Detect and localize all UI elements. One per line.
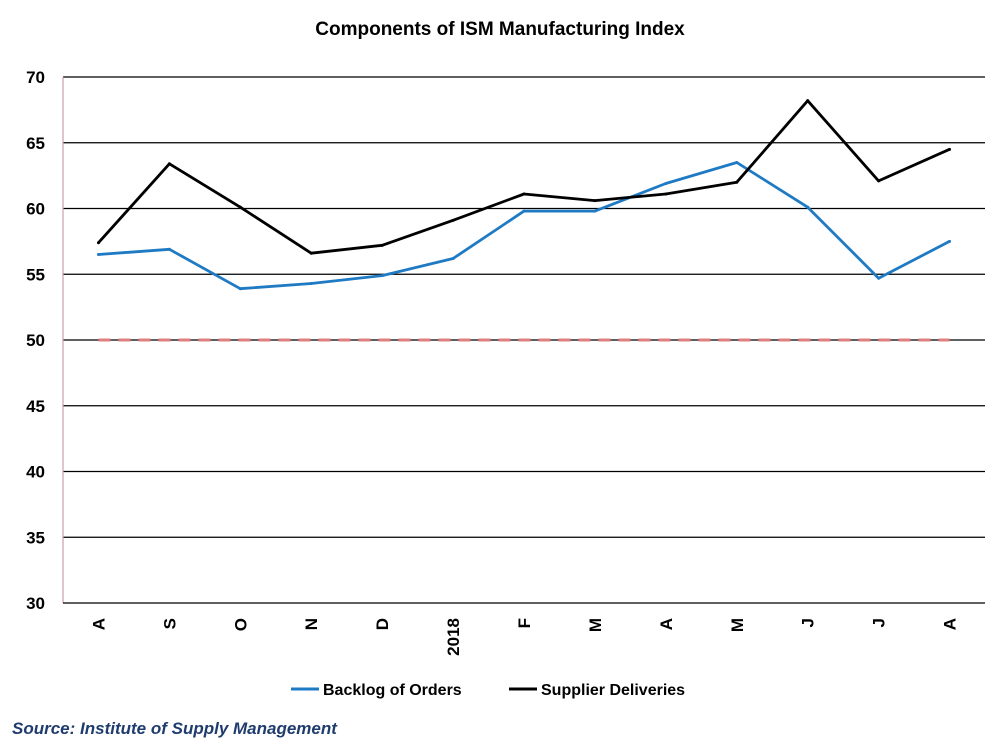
y-tick-label: 45: [26, 397, 45, 416]
data-point: [380, 274, 384, 278]
data-point: [380, 243, 384, 247]
x-tick-label: F: [515, 618, 534, 628]
data-point: [522, 209, 526, 213]
x-tick-label: M: [586, 618, 605, 632]
data-point: [96, 253, 100, 257]
x-tick-label: 2018: [444, 618, 463, 656]
data-point: [664, 192, 668, 196]
x-tick-label: N: [302, 618, 321, 630]
y-axis-ticks: 30 35 40 45 50 55 60 65 70: [26, 68, 45, 613]
data-point: [522, 192, 526, 196]
series-lines: [96, 99, 952, 291]
data-point: [948, 147, 952, 151]
x-tick-label: A: [657, 618, 676, 630]
data-point: [451, 256, 455, 260]
y-tick-label: 50: [26, 331, 45, 350]
data-point: [167, 247, 171, 251]
axes: [62, 77, 985, 604]
y-tick-label: 70: [26, 68, 45, 87]
data-point: [238, 205, 242, 209]
y-tick-label: 40: [26, 463, 45, 482]
data-point: [877, 179, 881, 183]
data-point: [806, 205, 810, 209]
chart-title: Components of ISM Manufacturing Index: [315, 19, 685, 40]
legend-label-backlog-of-orders: Backlog of Orders: [323, 682, 462, 699]
x-tick-label: M: [728, 618, 747, 632]
series-line-supplier-deliveries: [97, 99, 951, 255]
x-tick-label: J: [799, 618, 818, 627]
data-point: [451, 218, 455, 222]
y-tick-label: 35: [26, 528, 45, 547]
data-point: [593, 209, 597, 213]
data-point: [238, 287, 242, 291]
data-point: [735, 160, 739, 164]
x-tick-label: J: [870, 618, 889, 627]
data-point: [309, 281, 313, 285]
data-point: [167, 162, 171, 166]
y-tick-label: 55: [26, 265, 45, 284]
data-point: [948, 239, 952, 243]
y-tick-label: 30: [26, 594, 45, 613]
x-axis-ticks: A S O N D 2018 F M A M J J A: [89, 618, 959, 656]
x-tick-label: O: [231, 618, 250, 631]
data-point: [877, 276, 881, 280]
x-tick-label: A: [89, 618, 108, 630]
source-note: Source: Institute of Supply Management: [12, 719, 338, 738]
legend-label-supplier-deliveries: Supplier Deliveries: [541, 682, 685, 699]
data-point: [593, 199, 597, 203]
x-tick-label: S: [160, 618, 179, 629]
data-point: [309, 251, 313, 255]
series-line-backlog-of-orders: [98, 161, 951, 291]
data-point: [664, 182, 668, 186]
x-tick-label: D: [373, 618, 392, 630]
data-point: [96, 241, 100, 245]
data-point: [735, 180, 739, 184]
y-tick-label: 65: [26, 134, 45, 153]
y-tick-label: 60: [26, 200, 45, 219]
data-point: [806, 99, 810, 103]
x-tick-label: A: [941, 618, 960, 630]
legend: Backlog of Orders Supplier Deliveries: [291, 682, 685, 699]
